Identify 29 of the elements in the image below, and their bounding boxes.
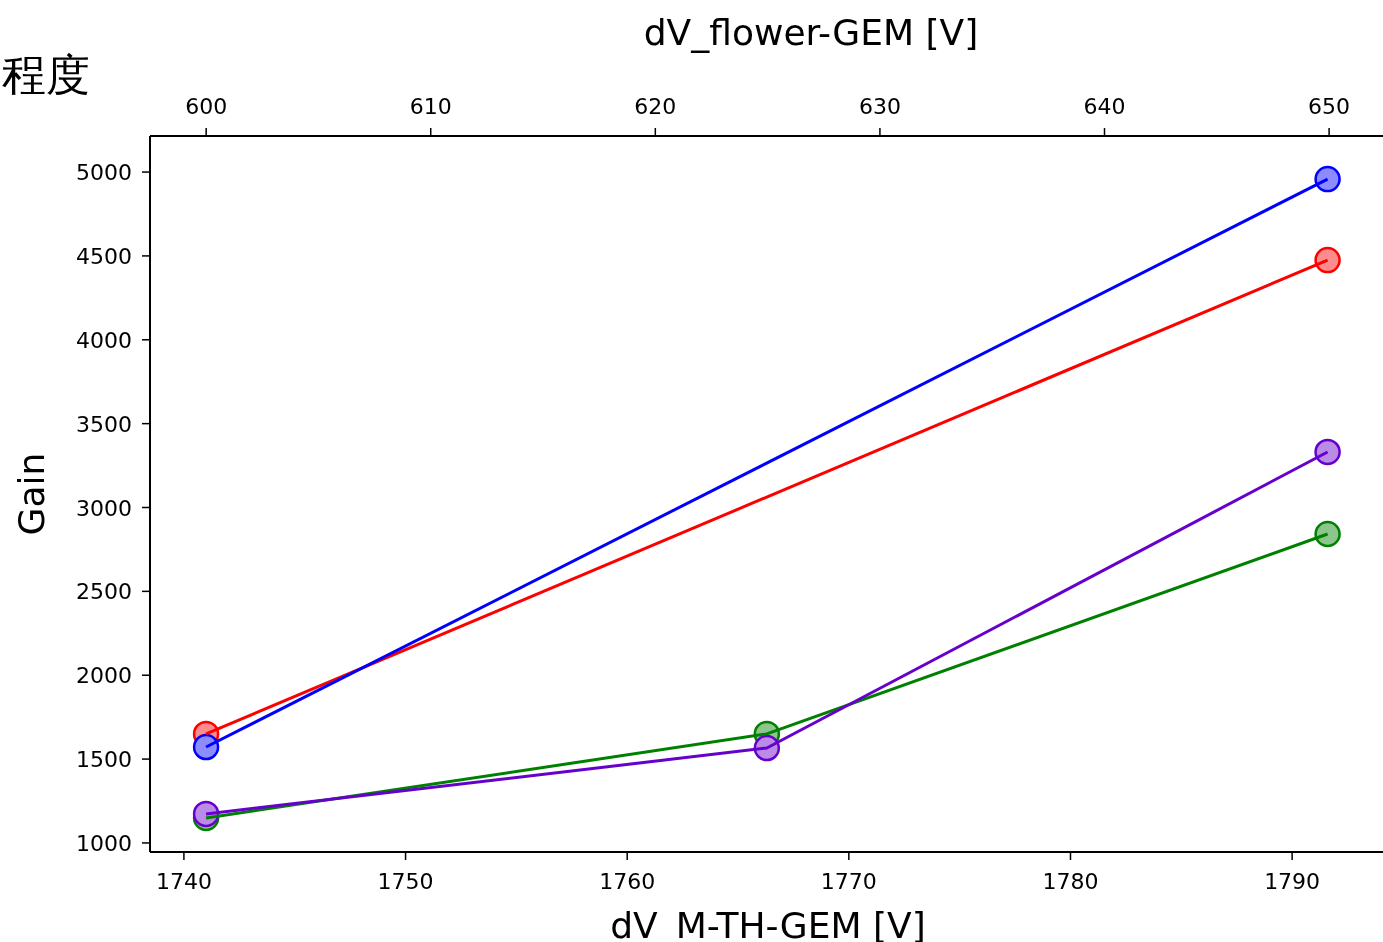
x2-tick-label: 650 bbox=[1308, 94, 1351, 119]
y-tick-label: 3500 bbox=[76, 411, 132, 437]
y-tick-label: 2000 bbox=[76, 663, 132, 689]
y-tick-label: 2500 bbox=[76, 579, 132, 605]
x-tick-label: 1760 bbox=[599, 869, 656, 894]
text: 程度 bbox=[2, 49, 90, 100]
y-tick-label: 4500 bbox=[76, 243, 132, 269]
y-tick-label: 4000 bbox=[76, 327, 132, 353]
x2-tick-label: 620 bbox=[634, 94, 677, 119]
point bbox=[1314, 246, 1341, 274]
y-tick-label: 1000 bbox=[76, 830, 132, 856]
x2-axis-title: dV_flower-GEM [V] bbox=[643, 12, 979, 53]
x-tick-label: 1790 bbox=[1264, 869, 1321, 894]
y-tick-label: 1500 bbox=[76, 747, 132, 773]
point bbox=[1314, 520, 1341, 548]
x-tick-label: 1770 bbox=[820, 869, 877, 894]
x2-tick-label: 640 bbox=[1083, 94, 1126, 119]
x2-tick-label: 600 bbox=[185, 94, 228, 119]
x-tick-label: 1740 bbox=[155, 869, 212, 894]
x-tick-label: 1780 bbox=[1042, 869, 1099, 894]
x-tick-label: 1750 bbox=[377, 869, 434, 894]
y-tick-label: 3000 bbox=[76, 495, 132, 521]
point bbox=[1314, 165, 1341, 193]
y-tick-label: 5000 bbox=[76, 160, 132, 186]
point bbox=[192, 733, 220, 761]
y-axis-title: Gain bbox=[11, 452, 52, 536]
x2-tick-label: 610 bbox=[409, 94, 452, 119]
point bbox=[1314, 438, 1341, 466]
x2-tick-label: 630 bbox=[858, 94, 901, 119]
